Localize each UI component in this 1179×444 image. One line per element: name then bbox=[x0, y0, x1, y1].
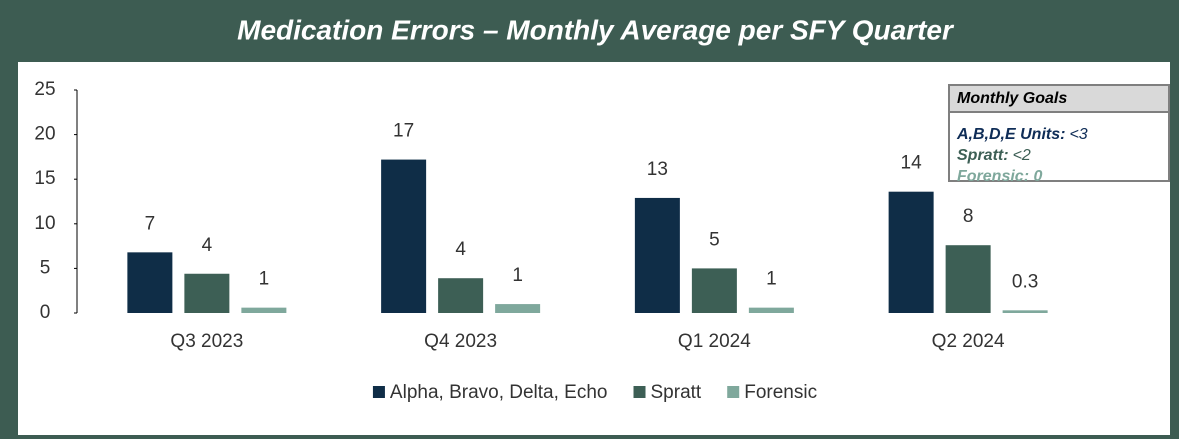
value-label: 1 bbox=[766, 269, 777, 290]
chart-title: Medication Errors – Monthly Average per … bbox=[237, 14, 955, 45]
bar bbox=[945, 245, 991, 313]
bar bbox=[1002, 310, 1048, 313]
value-label: 13 bbox=[647, 159, 668, 180]
goal-label: Forensic: 0 bbox=[957, 168, 1042, 185]
legend-label: Alpha, Bravo, Delta, Echo bbox=[390, 382, 608, 403]
bar bbox=[241, 307, 287, 313]
value-label: 0.3 bbox=[1012, 271, 1038, 292]
legend-swatch bbox=[633, 386, 646, 398]
x-tick-label: Q4 2023 bbox=[424, 331, 497, 352]
x-tick-label: Q1 2024 bbox=[678, 331, 751, 352]
bar bbox=[495, 304, 541, 313]
bar bbox=[691, 268, 737, 313]
bar bbox=[381, 159, 427, 313]
x-tick-label: Q3 2023 bbox=[170, 331, 243, 352]
goal-value: <3 bbox=[1069, 126, 1087, 143]
y-tick-label: 5 bbox=[40, 257, 51, 278]
y-tick-label: 0 bbox=[40, 302, 51, 323]
bar bbox=[184, 273, 230, 313]
legend: Alpha, Bravo, Delta, Echo Spratt Forensic bbox=[372, 382, 817, 403]
y-tick-label: 10 bbox=[34, 213, 55, 234]
legend-label: Spratt bbox=[651, 382, 702, 403]
y-tick-label: 15 bbox=[34, 168, 55, 189]
value-label: 8 bbox=[963, 206, 974, 227]
legend-label: Forensic bbox=[744, 382, 817, 403]
goals-title: Monthly Goals bbox=[957, 90, 1067, 107]
bar bbox=[888, 191, 934, 313]
value-label: 4 bbox=[202, 235, 213, 256]
value-label: 7 bbox=[145, 213, 156, 234]
y-tick-label: 25 bbox=[34, 79, 55, 100]
value-label: 5 bbox=[709, 229, 720, 250]
bar bbox=[127, 252, 173, 313]
value-label: 4 bbox=[455, 239, 466, 260]
bar bbox=[438, 278, 484, 313]
legend-swatch bbox=[372, 386, 385, 398]
bar bbox=[634, 197, 680, 313]
goal-label: A,B,D,E Units: bbox=[956, 126, 1065, 143]
bar bbox=[748, 307, 794, 313]
value-label: 1 bbox=[512, 265, 523, 286]
goal-value: <2 bbox=[1013, 147, 1031, 164]
value-label: 1 bbox=[259, 269, 270, 290]
goals-header bbox=[948, 84, 1170, 113]
value-label: 14 bbox=[901, 153, 923, 174]
y-tick-label: 20 bbox=[34, 124, 55, 145]
x-tick-label: Q2 2024 bbox=[932, 331, 1005, 352]
goal-label: Spratt: bbox=[957, 147, 1009, 164]
legend-swatch bbox=[727, 386, 740, 398]
value-label: 17 bbox=[393, 121, 414, 142]
